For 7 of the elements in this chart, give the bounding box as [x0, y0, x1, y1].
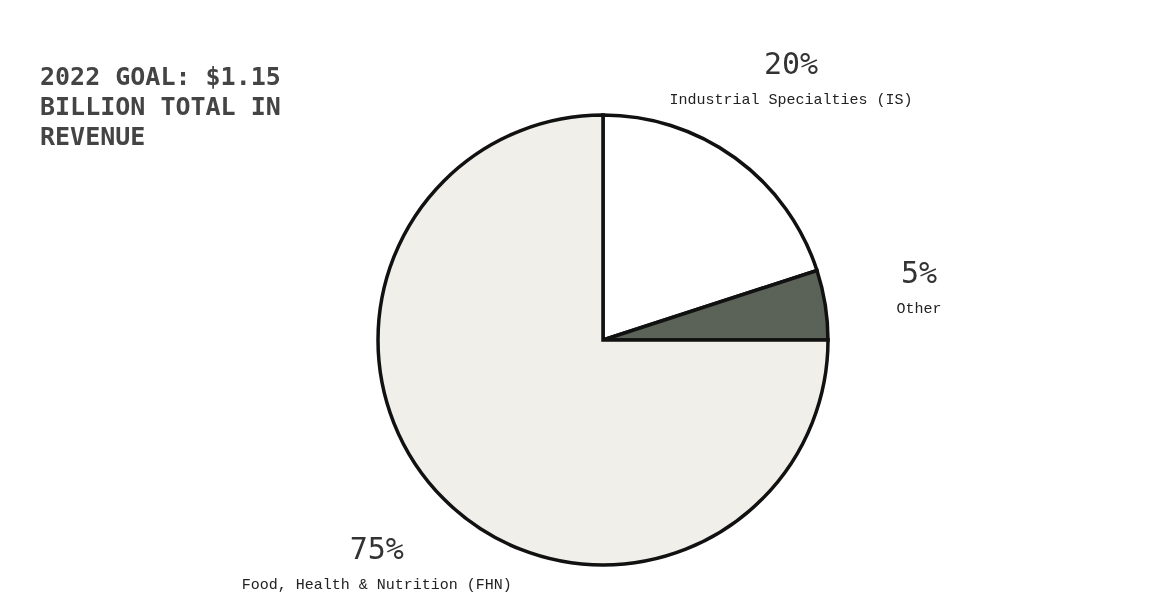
data-label: 75% [349, 531, 404, 567]
slice-label: Other [896, 300, 942, 318]
data-label: 5% [901, 254, 938, 290]
slice-label: Industrial Specialties (IS) [669, 92, 913, 110]
data-label: 20% [764, 46, 819, 82]
text: 2022 GOAL: $1.15 BILLION TOTAL IN REVENUE [40, 62, 281, 151]
slice-label: Food, Health & Nutrition (FHN) [241, 577, 512, 595]
